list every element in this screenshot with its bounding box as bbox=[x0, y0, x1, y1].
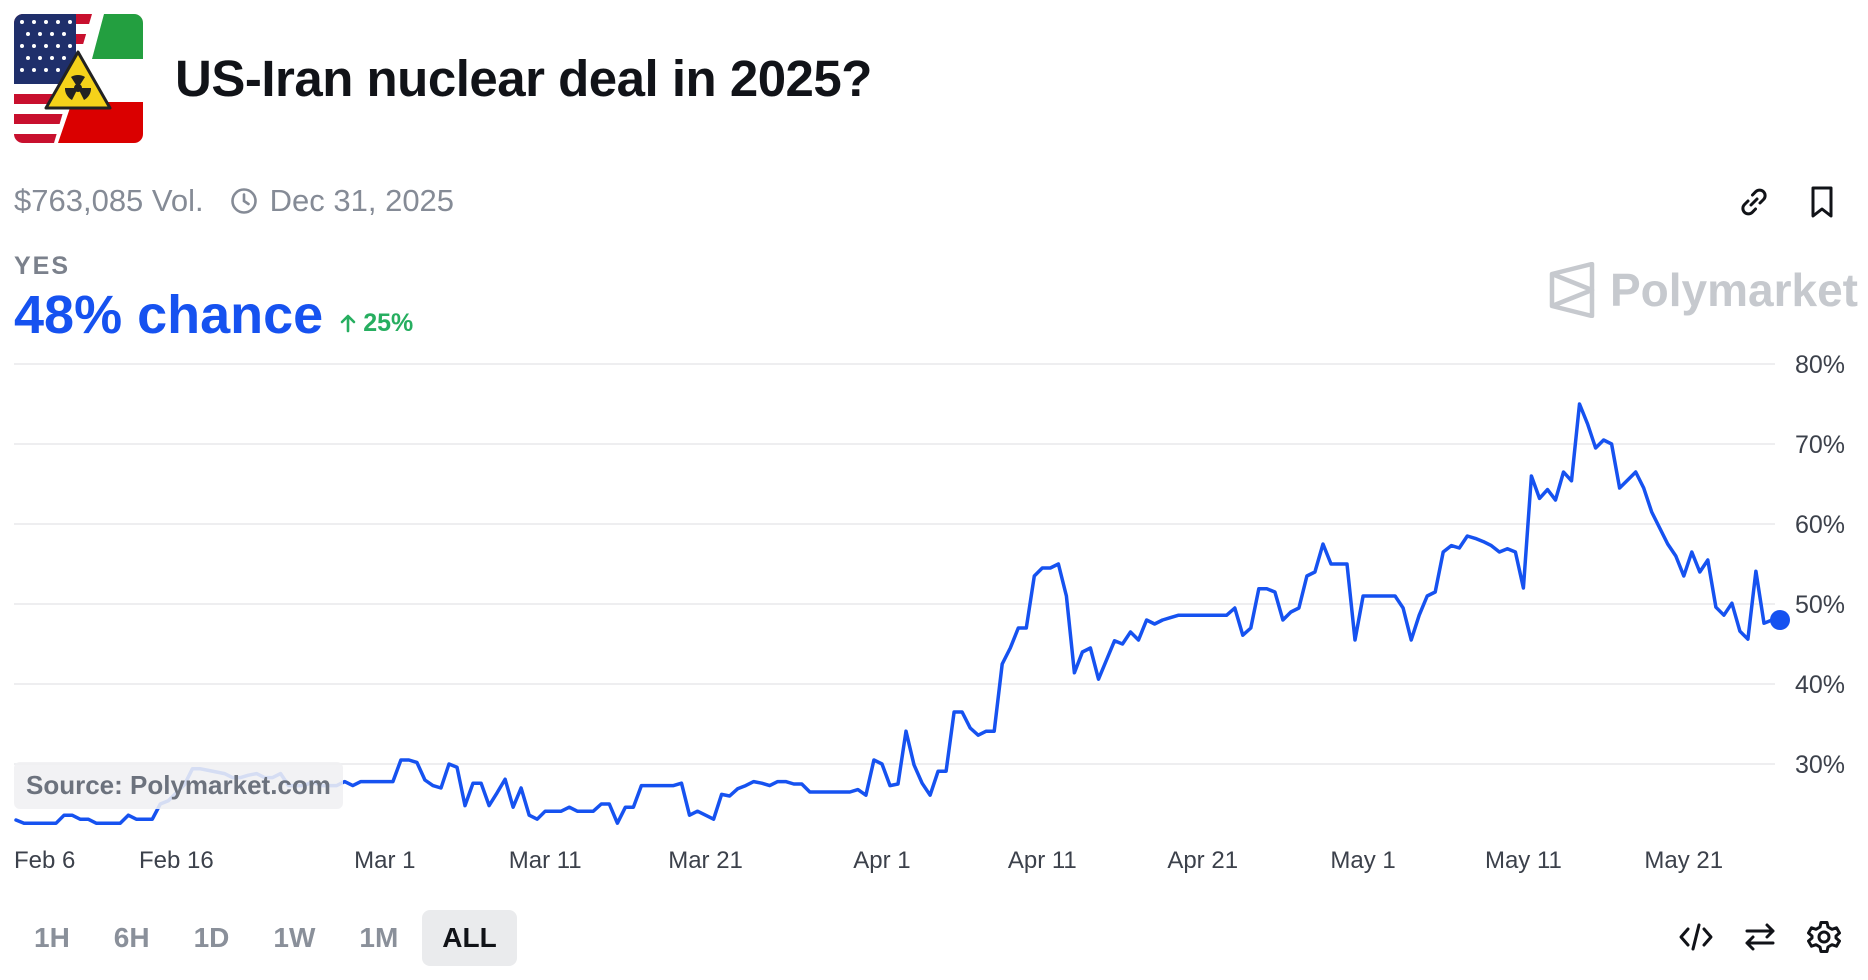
y-tick-label: 70% bbox=[1795, 431, 1845, 459]
range-button-1h[interactable]: 1H bbox=[34, 922, 70, 953]
swap-icon[interactable] bbox=[1740, 917, 1780, 957]
y-tick-label: 80% bbox=[1795, 351, 1845, 379]
bottom-actions bbox=[1676, 917, 1844, 957]
watermark-text: Polymarket bbox=[1609, 264, 1858, 316]
range-button-1m[interactable]: 1M bbox=[359, 922, 399, 953]
x-tick-label: Apr 21 bbox=[1167, 847, 1238, 874]
probability-value: 48% chance bbox=[14, 285, 324, 345]
x-tick-label: Mar 1 bbox=[354, 847, 415, 874]
settings-icon[interactable] bbox=[1804, 917, 1844, 957]
x-tick-label: Feb 16 bbox=[139, 847, 214, 874]
y-tick-label: 50% bbox=[1795, 591, 1845, 619]
price-points bbox=[16, 404, 1780, 823]
change-value: 25% bbox=[363, 308, 414, 337]
volume-label: $763,085 Vol. bbox=[14, 183, 204, 218]
x-tick-label: Mar 11 bbox=[509, 847, 582, 874]
y-axis: 30% 40% 50% 60% 70% 80% bbox=[1795, 351, 1845, 779]
polymarket-logo-icon bbox=[1549, 262, 1595, 318]
probability-row: 48% chance 25% bbox=[14, 284, 413, 346]
source-label: Source: Polymarket.com bbox=[14, 762, 343, 809]
current-price-marker bbox=[1770, 610, 1790, 630]
x-tick-label: May 1 bbox=[1330, 847, 1395, 874]
market-header: US-Iran nuclear deal in 2025? bbox=[14, 14, 872, 143]
arrow-up-icon bbox=[340, 314, 356, 333]
outcome-label: YES bbox=[14, 252, 71, 280]
range-button-1w[interactable]: 1W bbox=[273, 922, 316, 953]
y-tick-label: 30% bbox=[1795, 751, 1845, 779]
clock-icon bbox=[230, 187, 258, 215]
polymarket-watermark: Polymarket bbox=[1548, 262, 1858, 318]
x-axis: Feb 6 Feb 16 Mar 1 Mar 11 Mar 21 Apr 1 Apr 11 A… bbox=[14, 847, 1723, 874]
y-tick-label: 40% bbox=[1795, 671, 1845, 699]
range-button-1d[interactable]: 1D bbox=[193, 922, 230, 953]
chart-grid bbox=[14, 363, 1775, 765]
probability-change: 25% bbox=[339, 309, 413, 338]
top-actions bbox=[1734, 182, 1842, 222]
market-title: US-Iran nuclear deal in 2025? bbox=[175, 50, 872, 107]
x-tick-label: Apr 11 bbox=[1008, 847, 1077, 874]
link-icon[interactable] bbox=[1734, 182, 1774, 222]
x-tick-label: May 11 bbox=[1485, 847, 1562, 874]
x-tick-label: Apr 1 bbox=[853, 847, 910, 874]
us-iran-flag-icon bbox=[14, 14, 143, 143]
y-tick-label: 60% bbox=[1795, 511, 1845, 539]
end-date-label: Dec 31, 2025 bbox=[269, 183, 455, 218]
range-button-all[interactable]: ALL bbox=[422, 910, 517, 966]
time-range-selector: 1H 6H 1D 1W 1M ALL bbox=[14, 910, 521, 966]
x-tick-label: Feb 6 bbox=[14, 847, 75, 874]
price-line-series bbox=[14, 402, 1782, 825]
bookmark-icon[interactable] bbox=[1802, 182, 1842, 222]
probability-chart: 30% 40% 50% 60% 70% 80% Feb 6 Feb 16 Mar 1 Mar 1… bbox=[14, 351, 1845, 874]
x-tick-label: May 21 bbox=[1644, 847, 1723, 874]
x-tick-label: Mar 21 bbox=[668, 847, 743, 874]
range-button-6h[interactable]: 6H bbox=[113, 922, 150, 953]
embed-code-icon[interactable] bbox=[1676, 917, 1716, 957]
market-meta: $763,085 Vol. Dec 31, 2025 bbox=[14, 183, 454, 219]
